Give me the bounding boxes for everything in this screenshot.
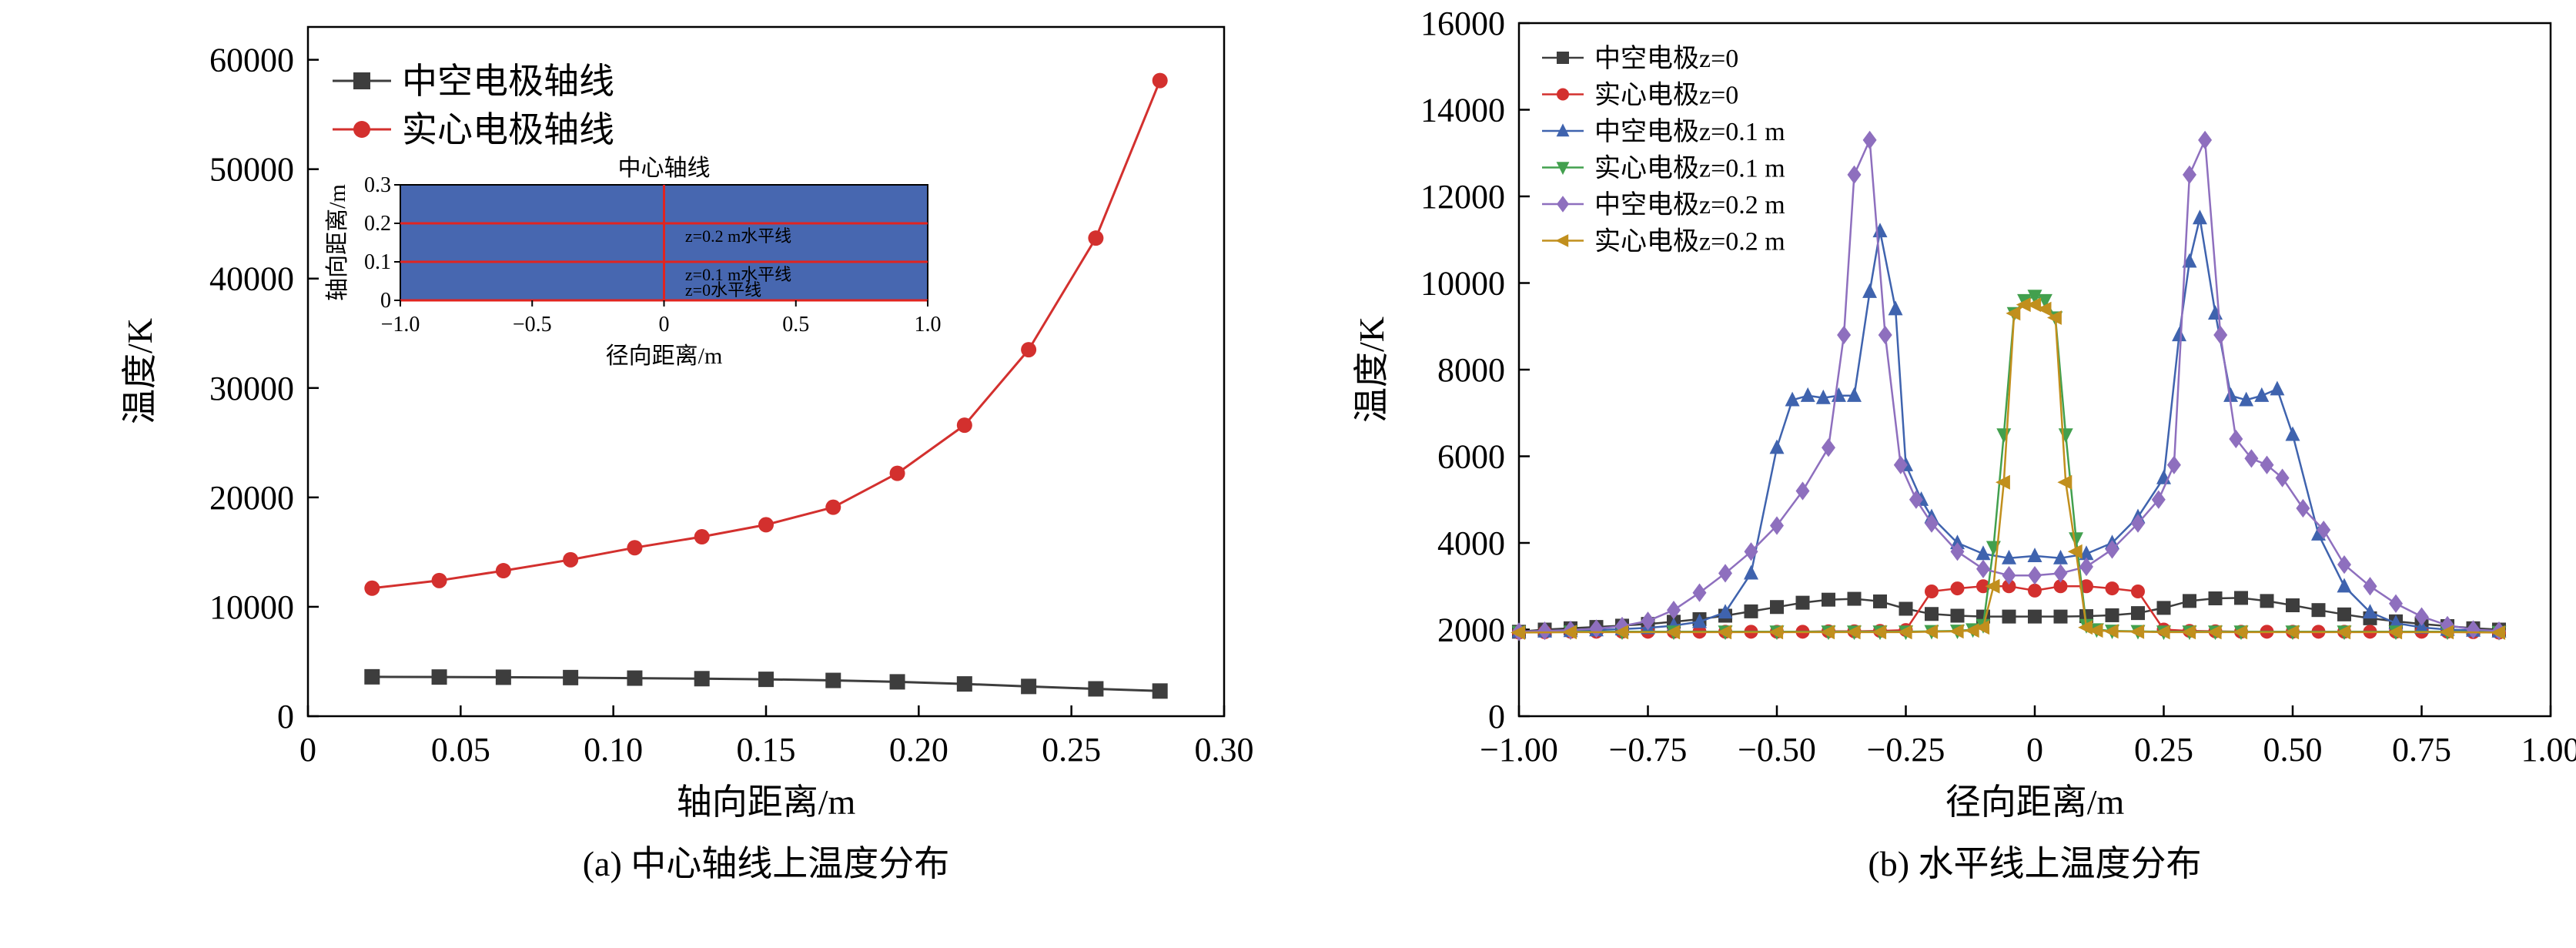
panel-a-x-axis-title: 轴向距离/m [676, 782, 856, 822]
svg-text:实心电极z=0.1 m: 实心电极z=0.1 m [1594, 153, 1785, 183]
svg-text:0.30: 0.30 [1195, 731, 1254, 769]
svg-text:0.25: 0.25 [2134, 731, 2193, 769]
svg-text:16000: 16000 [1420, 5, 1505, 42]
svg-text:0.2: 0.2 [364, 212, 391, 236]
svg-text:0.25: 0.25 [1042, 731, 1101, 769]
svg-text:中空电极z=0.2 m: 中空电极z=0.2 m [1594, 190, 1785, 219]
svg-text:0: 0 [380, 289, 391, 313]
svg-text:实心电极轴线: 实心电极轴线 [402, 110, 614, 149]
svg-text:中空电极轴线: 中空电极轴线 [402, 62, 614, 101]
svg-text:6000: 6000 [1437, 438, 1505, 476]
svg-text:1.0: 1.0 [915, 313, 942, 337]
svg-text:轴向距离/m: 轴向距离/m [325, 184, 350, 301]
svg-text:中空电极z=0: 中空电极z=0 [1594, 44, 1738, 73]
svg-text:40000: 40000 [209, 260, 294, 298]
panel-b-x-axis-title: 径向距离/m [1945, 782, 2125, 822]
svg-text:0.3: 0.3 [364, 173, 391, 197]
svg-text:中空电极z=0.1 m: 中空电极z=0.1 m [1594, 117, 1785, 146]
legend: 中空电极z=0 实心电极z=0 中空电极z=0.1 m 实心电极z=0.1 m 中空电极… [1542, 44, 1785, 256]
svg-text:4000: 4000 [1437, 524, 1505, 562]
svg-text:实心电极z=0: 实心电极z=0 [1594, 80, 1738, 109]
axes-frame: 0 0.05 0.10 0.15 0.20 0.25 0.30010000200003000… [209, 25, 1254, 769]
series-实心电极轴线 [364, 72, 1168, 596]
svg-text:14000: 14000 [1420, 92, 1505, 129]
svg-text:−0.25: −0.25 [1867, 731, 1945, 769]
svg-text:z=0水平线: z=0水平线 [685, 280, 761, 300]
svg-text:30000: 30000 [209, 370, 294, 407]
svg-text:0.75: 0.75 [2392, 731, 2451, 769]
svg-text:2000: 2000 [1437, 611, 1505, 649]
svg-text:0: 0 [2026, 731, 2043, 769]
svg-text:0.05: 0.05 [431, 731, 490, 769]
svg-text:0.5: 0.5 [782, 313, 809, 337]
svg-text:0.10: 0.10 [584, 731, 643, 769]
panel-b-y-axis-title: 温度/K [1352, 317, 1391, 423]
svg-text:0: 0 [277, 698, 294, 735]
svg-text:0: 0 [1488, 698, 1505, 735]
svg-text:1.00: 1.00 [2521, 731, 2576, 769]
svg-text:0: 0 [299, 731, 316, 769]
svg-text:10000: 10000 [209, 588, 294, 626]
svg-text:0.15: 0.15 [737, 731, 796, 769]
svg-text:z=0.2 m水平线: z=0.2 m水平线 [685, 226, 791, 246]
svg-text:−0.75: −0.75 [1609, 731, 1688, 769]
svg-text:实心电极z=0.2 m: 实心电极z=0.2 m [1594, 226, 1785, 256]
axes-frame: −1.00 −0.75 −0.50 −0.25 0 0.25 0.50 0.75 1.00 0 20… [1420, 5, 2576, 769]
svg-text:8000: 8000 [1437, 351, 1505, 389]
svg-text:−1.00: −1.00 [1480, 731, 1558, 769]
svg-text:12000: 12000 [1420, 178, 1505, 216]
panel-a-y-axis-title: 温度/K [120, 318, 159, 424]
svg-text:20000: 20000 [209, 479, 294, 517]
svg-text:0.20: 0.20 [889, 731, 948, 769]
series-实心电极z=0.2 m [1510, 297, 2506, 640]
svg-text:50000: 50000 [209, 151, 294, 189]
svg-text:60000: 60000 [209, 42, 294, 79]
svg-text:0.50: 0.50 [2263, 731, 2323, 769]
series-实心电极z=0 [1512, 579, 2506, 640]
panel-a-chart: 0 0.05 0.10 0.15 0.20 0.25 0.30010000200003000… [209, 25, 1254, 769]
svg-text:z=0.1 m水平线: z=0.1 m水平线 [685, 265, 791, 284]
panel-b-caption: (b) 水平线上温度分布 [1868, 844, 2202, 883]
panel-a-caption: (a) 中心轴线上温度分布 [582, 844, 950, 883]
svg-text:−0.50: −0.50 [1738, 731, 1816, 769]
panel-b-chart: −1.00 −0.75 −0.50 −0.25 0 0.25 0.50 0.75 1.00 0 20… [1420, 5, 2576, 769]
svg-text:−1.0: −1.0 [381, 313, 420, 337]
svg-text:10000: 10000 [1420, 265, 1505, 303]
svg-text:径向距离/m: 径向距离/m [606, 343, 723, 369]
svg-text:0.1: 0.1 [364, 250, 391, 274]
svg-text:中心轴线: 中心轴线 [618, 156, 711, 181]
svg-text:0: 0 [659, 313, 670, 337]
svg-text:−0.5: −0.5 [513, 313, 552, 337]
series-中空电极轴线 [364, 668, 1168, 699]
